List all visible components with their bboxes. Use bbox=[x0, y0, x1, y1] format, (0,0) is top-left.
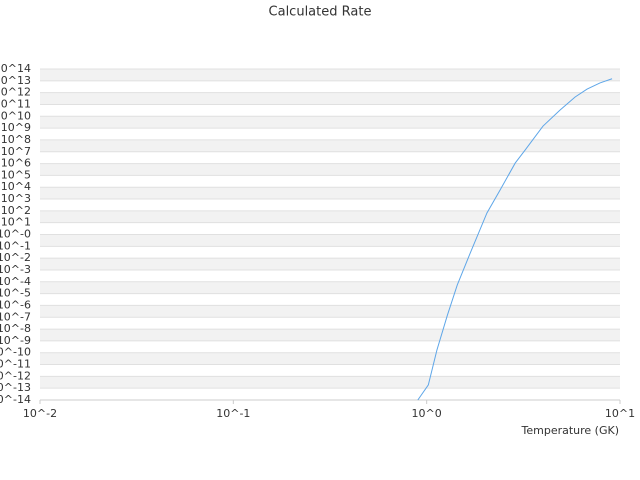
y-tick-label: 10^3 bbox=[1, 192, 31, 205]
y-tick-label: 10^-12 bbox=[0, 369, 31, 382]
y-tick-label: 10^-10 bbox=[0, 346, 31, 359]
grid-band bbox=[40, 281, 620, 294]
y-tick-label: 10^9 bbox=[1, 121, 31, 134]
y-tick-label: 10^14 bbox=[0, 62, 31, 75]
y-tick-label: 10^1 bbox=[1, 216, 31, 229]
y-tick-label: 10^-6 bbox=[0, 298, 31, 311]
y-tick-label: 10^-8 bbox=[0, 322, 31, 335]
x-tick-label: 10^1 bbox=[605, 407, 635, 420]
x-axis-label: Temperature (GK) bbox=[521, 424, 620, 437]
y-tick-label: 10^-1 bbox=[0, 239, 31, 252]
y-tick-label: 10^-7 bbox=[0, 310, 31, 323]
y-tick-label: 10^7 bbox=[1, 145, 31, 158]
grid-band bbox=[40, 116, 620, 129]
y-tick-label: 10^-0 bbox=[0, 228, 31, 241]
y-tick-label: 10^10 bbox=[0, 109, 31, 122]
x-tick-label: 10^-1 bbox=[216, 407, 250, 420]
grid-band bbox=[40, 305, 620, 318]
y-tick-label: 10^13 bbox=[0, 74, 31, 87]
y-tick-label: 10^6 bbox=[1, 157, 31, 170]
x-tick-label: 10^-2 bbox=[23, 407, 57, 420]
grid-band bbox=[40, 329, 620, 341]
y-tick-label: 10^-13 bbox=[0, 381, 31, 394]
y-tick-label: 10^11 bbox=[0, 97, 31, 110]
y-tick-label: 10^-3 bbox=[0, 263, 31, 276]
y-tick-label: 10^-4 bbox=[0, 275, 31, 288]
y-tick-label: 10^-14 bbox=[0, 393, 31, 406]
y-tick-label: 10^4 bbox=[1, 180, 31, 193]
grid-band bbox=[40, 163, 620, 176]
y-tick-label: 10^-9 bbox=[0, 334, 31, 347]
grid-band bbox=[40, 258, 620, 270]
y-tick-label: 10^-2 bbox=[0, 251, 31, 264]
y-tick-label: 10^8 bbox=[1, 133, 31, 146]
grid-band bbox=[40, 139, 620, 152]
y-tick-label: 10^5 bbox=[1, 168, 31, 181]
x-tick-label: 10^0 bbox=[412, 407, 442, 420]
y-tick-label: 10^2 bbox=[1, 204, 31, 217]
grid-band bbox=[40, 210, 620, 223]
y-tick-label: 10^-11 bbox=[0, 358, 31, 371]
grid-band bbox=[40, 92, 620, 105]
grid-band bbox=[40, 187, 620, 200]
grid-band bbox=[40, 376, 620, 389]
chart-title: Calculated Rate bbox=[269, 5, 372, 20]
grid-band bbox=[40, 352, 620, 365]
grid-band bbox=[40, 234, 620, 247]
data-line bbox=[417, 78, 613, 401]
y-tick-label: 10^-5 bbox=[0, 287, 31, 300]
y-tick-label: 10^12 bbox=[0, 86, 31, 99]
grid-band bbox=[40, 69, 620, 81]
